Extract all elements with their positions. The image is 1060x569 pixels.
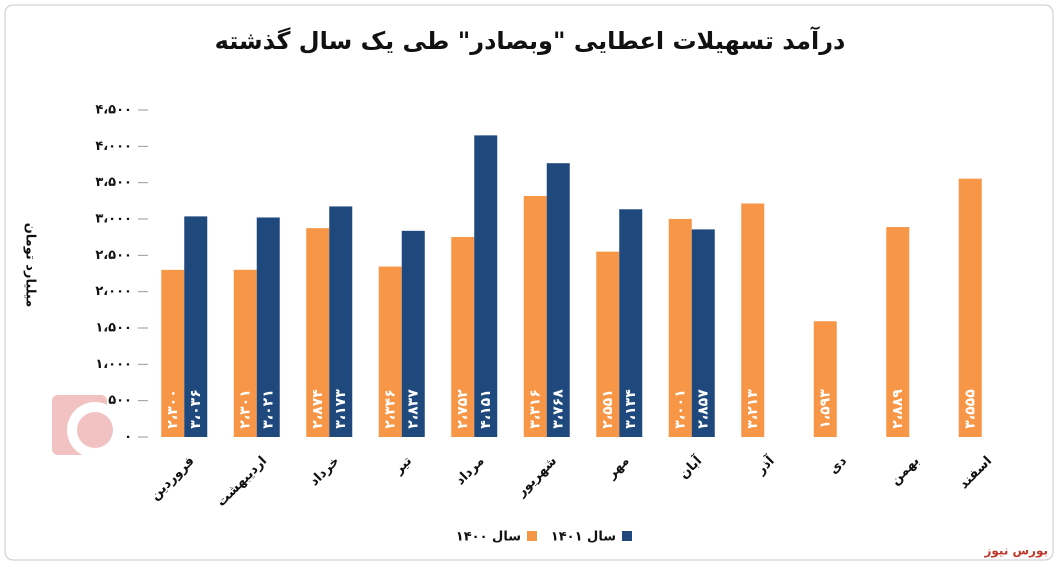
data-label: ۳،۰۰۱ (672, 389, 688, 429)
data-label: ۲،۵۵۱ (600, 389, 616, 429)
data-label: ۲،۳۰۱ (237, 389, 253, 429)
y-tick-label: ۰ (124, 430, 132, 445)
y-tick-label: ۳،۰۰۰ (95, 212, 132, 227)
data-label: ۳،۱۳۴ (623, 389, 639, 429)
data-label: ۳،۱۷۳ (333, 389, 349, 429)
bar (161, 269, 185, 437)
data-label: ۳،۵۵۵ (962, 389, 978, 429)
chart-title: درآمد تسهیلات اعطایی "وبصادر" طی یک سال … (215, 26, 846, 55)
bar (523, 196, 547, 437)
bar (886, 227, 910, 437)
bar (668, 218, 692, 437)
bar (596, 251, 620, 437)
bar (619, 209, 643, 437)
bar (233, 269, 257, 437)
bar (329, 206, 353, 437)
bar (691, 229, 715, 437)
y-tick-label: ۱،۰۰۰ (95, 357, 132, 372)
data-label: ۲،۸۵۷ (695, 389, 711, 429)
bar (741, 203, 765, 437)
y-tick-label: ۳،۵۰۰ (95, 175, 132, 190)
y-tick-label: ۴،۰۰۰ (95, 139, 132, 154)
watermark-logo (52, 395, 123, 458)
data-label: ۳،۳۱۶ (527, 389, 543, 429)
bar (474, 135, 498, 438)
y-tick-label: ۲،۰۰۰ (95, 284, 132, 299)
y-axis-label: میلیارد تومان (23, 223, 38, 308)
legend-label: سال ۱۴۰۰ (456, 530, 521, 545)
data-label: ۴،۱۵۱ (478, 389, 494, 429)
legend-swatch (527, 531, 537, 541)
data-label: ۲،۸۳۷ (405, 389, 421, 429)
bar (401, 230, 425, 437)
y-tick-label: ۱،۵۰۰ (95, 321, 132, 336)
data-label: ۳،۷۶۸ (550, 389, 566, 429)
y-tick-label: ۴،۵۰۰ (95, 103, 132, 118)
bar (813, 321, 837, 437)
data-label: ۱،۵۹۳ (817, 389, 833, 429)
bar (958, 178, 982, 438)
data-label: ۲،۳۰۰ (165, 389, 181, 429)
y-tick-label: ۵۰۰ (108, 393, 132, 408)
data-label: ۲،۳۴۶ (382, 389, 398, 429)
y-tick-label: ۲،۵۰۰ (95, 248, 132, 263)
bar (256, 217, 280, 437)
data-label: ۲،۷۵۲ (455, 389, 471, 429)
bar (306, 228, 330, 437)
data-label: ۳،۰۳۶ (188, 389, 204, 429)
data-label: ۳،۲۱۳ (745, 389, 761, 429)
legend-swatch (622, 531, 632, 541)
legend-label: سال ۱۴۰۱ (551, 530, 616, 545)
bar (451, 237, 475, 437)
bar (546, 163, 570, 437)
bar (378, 266, 402, 437)
source: بورس نیوز (983, 544, 1048, 559)
data-label: ۳،۰۲۱ (260, 389, 276, 429)
data-label: ۲،۸۷۴ (310, 389, 326, 429)
bar (184, 216, 208, 437)
data-label: ۲،۸۸۹ (890, 389, 906, 429)
